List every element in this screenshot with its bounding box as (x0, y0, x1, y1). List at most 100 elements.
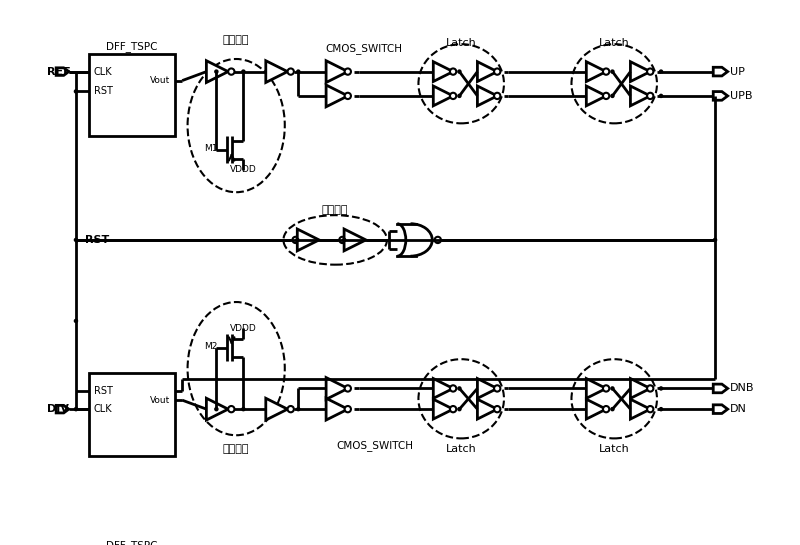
Circle shape (658, 407, 663, 411)
Polygon shape (586, 399, 606, 419)
Polygon shape (714, 384, 728, 393)
Circle shape (494, 93, 500, 99)
Circle shape (457, 69, 462, 74)
Circle shape (603, 385, 610, 392)
Circle shape (610, 69, 614, 74)
Polygon shape (586, 379, 606, 398)
Polygon shape (478, 379, 498, 398)
Text: 电平恢复: 电平恢复 (223, 444, 250, 454)
Circle shape (658, 386, 663, 391)
Circle shape (434, 237, 441, 243)
Text: DFF_TSPC: DFF_TSPC (106, 41, 158, 52)
Text: UP: UP (730, 66, 746, 77)
Polygon shape (630, 399, 650, 419)
Polygon shape (206, 60, 228, 82)
Circle shape (457, 94, 462, 98)
Ellipse shape (187, 59, 285, 192)
Text: CMOS_SWITCH: CMOS_SWITCH (336, 440, 414, 451)
Circle shape (610, 407, 614, 411)
Circle shape (296, 69, 301, 74)
Text: DNB: DNB (730, 384, 755, 393)
Circle shape (74, 238, 78, 242)
Circle shape (74, 407, 78, 411)
Text: Latch: Latch (599, 444, 630, 454)
Circle shape (647, 406, 654, 413)
Text: Vout: Vout (150, 396, 170, 404)
Text: Vout: Vout (150, 76, 170, 85)
Polygon shape (56, 405, 69, 413)
Circle shape (450, 385, 456, 392)
Polygon shape (434, 62, 453, 82)
Polygon shape (630, 379, 650, 398)
Circle shape (713, 238, 718, 242)
Polygon shape (714, 92, 728, 100)
Text: DIV: DIV (47, 404, 69, 414)
Circle shape (610, 94, 614, 98)
Circle shape (74, 319, 78, 323)
Polygon shape (326, 378, 348, 399)
Circle shape (342, 238, 346, 242)
Polygon shape (298, 229, 319, 251)
Circle shape (345, 69, 351, 75)
Text: DN: DN (730, 404, 747, 414)
Text: RST: RST (85, 235, 110, 245)
Ellipse shape (187, 302, 285, 435)
Polygon shape (478, 86, 498, 106)
Polygon shape (206, 398, 228, 420)
Circle shape (287, 69, 294, 75)
Text: CLK: CLK (94, 66, 113, 77)
Circle shape (345, 385, 351, 392)
Circle shape (228, 406, 234, 413)
Text: Latch: Latch (446, 444, 477, 454)
Polygon shape (56, 68, 69, 75)
Circle shape (293, 237, 298, 243)
Polygon shape (434, 86, 453, 106)
Circle shape (241, 69, 246, 74)
Text: DFF_TSPC: DFF_TSPC (106, 541, 158, 545)
Circle shape (450, 69, 456, 75)
Text: VDDD: VDDD (230, 324, 257, 332)
Circle shape (74, 89, 78, 94)
Bar (90, 53, 175, 136)
Polygon shape (266, 398, 287, 420)
Polygon shape (434, 399, 453, 419)
Polygon shape (714, 405, 728, 414)
Polygon shape (266, 60, 287, 82)
Circle shape (214, 69, 218, 74)
Circle shape (214, 407, 218, 411)
Polygon shape (478, 62, 498, 82)
Polygon shape (326, 398, 348, 420)
Circle shape (658, 94, 663, 98)
Text: REF: REF (47, 66, 70, 77)
Text: M2: M2 (204, 342, 218, 350)
Circle shape (610, 386, 614, 391)
Circle shape (494, 69, 500, 75)
Text: 电平恢复: 电平恢复 (223, 35, 250, 45)
Circle shape (296, 407, 301, 411)
Circle shape (457, 386, 462, 391)
Text: RST: RST (94, 386, 113, 396)
Circle shape (345, 93, 351, 99)
Circle shape (494, 406, 500, 413)
Text: M1: M1 (204, 144, 218, 153)
Polygon shape (344, 229, 366, 251)
Circle shape (345, 406, 351, 413)
Polygon shape (714, 67, 728, 76)
Polygon shape (630, 62, 650, 82)
Text: CMOS_SWITCH: CMOS_SWITCH (326, 43, 402, 53)
Text: CLK: CLK (94, 404, 113, 414)
Text: 复位延迟: 复位延迟 (322, 205, 349, 215)
Text: Latch: Latch (446, 38, 477, 48)
Circle shape (494, 385, 500, 392)
Circle shape (603, 93, 610, 99)
Polygon shape (586, 86, 606, 106)
Circle shape (603, 69, 610, 75)
Circle shape (241, 407, 246, 411)
Text: Latch: Latch (599, 38, 630, 48)
Text: UPB: UPB (730, 91, 753, 101)
Polygon shape (326, 85, 348, 107)
Polygon shape (434, 379, 453, 398)
Polygon shape (326, 60, 348, 82)
Polygon shape (630, 86, 650, 106)
Circle shape (450, 93, 456, 99)
